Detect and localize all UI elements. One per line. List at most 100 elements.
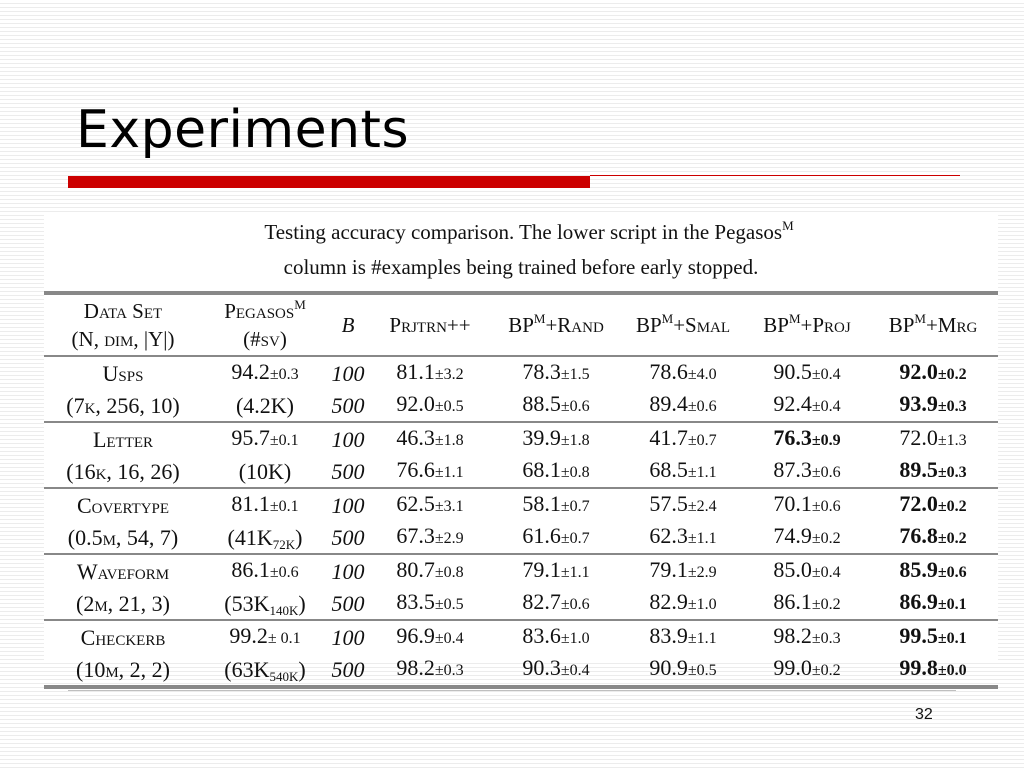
- header-bp-mrg-pre: BP: [888, 313, 915, 337]
- std-dev: ±1.0: [687, 596, 717, 613]
- value: 72.0: [899, 425, 938, 450]
- header-b: B: [341, 313, 355, 337]
- value: 89.4: [649, 391, 688, 416]
- group-covertype: Covertype 81.1±0.1 100 62.5±3.1 58.1±0.7…: [44, 488, 998, 554]
- std-dev: ±0.4: [811, 398, 841, 415]
- std-dev: ±0.2: [937, 530, 967, 547]
- bp-smal-accuracy: 79.1±2.9: [620, 554, 746, 587]
- value: 41.7: [649, 425, 688, 450]
- sv-close: ): [298, 590, 306, 616]
- sv-examples: 540K: [269, 668, 299, 684]
- value: 99.0: [773, 655, 812, 680]
- std-dev: ±0.2: [811, 662, 841, 679]
- value: 62.5: [396, 491, 435, 516]
- bp-rand-accuracy: 39.9±1.8: [492, 422, 620, 455]
- std-dev: ±0.6: [687, 398, 717, 415]
- bp-mrg-accuracy: 72.0±1.3: [868, 422, 998, 455]
- value: 86.1: [231, 557, 270, 582]
- std-dev: ±0.3: [937, 398, 967, 415]
- dataset-meta: (10m, 2, 2): [44, 653, 202, 687]
- std-dev: ±0.4: [811, 564, 841, 581]
- pegasos-accuracy: 95.7±0.1: [202, 422, 328, 455]
- std-dev: ±0.5: [687, 662, 717, 679]
- std-dev: ±0.5: [434, 596, 464, 613]
- std-dev: ±1.8: [560, 432, 590, 449]
- bp-smal-accuracy: 78.6±4.0: [620, 356, 746, 389]
- bp-smal-accuracy: 90.9±0.5: [620, 653, 746, 687]
- table-row: Waveform 86.1±0.6 100 80.7±0.8 79.1±1.1 …: [44, 554, 998, 587]
- std-dev: ±3.2: [434, 366, 464, 383]
- std-dev: ±0.6: [811, 464, 841, 481]
- std-dev: ±1.0: [560, 630, 590, 647]
- std-dev: ±1.1: [687, 630, 717, 647]
- value: 99.8: [899, 655, 938, 680]
- std-dev: ±2.9: [687, 564, 717, 581]
- bp-mrg-accuracy: 99.5±0.1: [868, 620, 998, 653]
- table-row: Covertype 81.1±0.1 100 62.5±3.1 58.1±0.7…: [44, 488, 998, 521]
- caption-superscript: M: [782, 218, 794, 233]
- header-dataset-subtitle: (N, dim, |Y|): [71, 327, 175, 351]
- bp-rand-accuracy: 78.3±1.5: [492, 356, 620, 389]
- meta-post: , 256, 10): [95, 392, 180, 418]
- value: 82.9: [649, 589, 688, 614]
- sv-count: (4.2K): [235, 392, 295, 418]
- header-bp-rand-pre: BP: [508, 313, 534, 337]
- value: 90.3: [522, 655, 561, 680]
- bp-smal-accuracy: 68.5±1.1: [620, 455, 746, 488]
- prjtrn-accuracy: 62.5±3.1: [368, 488, 492, 521]
- caption-line-1: Testing accuracy comparison. The lower s…: [44, 215, 998, 250]
- bp-mrg-accuracy: 86.9±0.1: [868, 587, 998, 620]
- value: 78.3: [522, 359, 561, 384]
- bp-smal-accuracy: 41.7±0.7: [620, 422, 746, 455]
- slide-title: Experiments: [76, 100, 410, 160]
- std-dev: ±0.5: [434, 398, 464, 415]
- std-dev: ±0.1: [937, 596, 967, 613]
- table-row: (2m, 21, 3) (53K140K) 500 83.5±0.5 82.7±…: [44, 587, 998, 620]
- footer-rule: [68, 690, 956, 691]
- value: 81.1: [396, 359, 435, 384]
- value: 99.5: [899, 623, 938, 648]
- header-dataset: Data Set (N, dim, |Y|): [44, 293, 202, 356]
- sv-close: ): [298, 656, 306, 682]
- value: 57.5: [649, 491, 688, 516]
- header-pegasos-title: PegasosM: [202, 297, 328, 325]
- prjtrn-accuracy: 46.3±1.8: [368, 422, 492, 455]
- std-dev: ±0.4: [434, 630, 464, 647]
- std-dev: ±0.3: [269, 366, 299, 383]
- value: 87.3: [773, 457, 812, 482]
- sv-examples: 72K: [272, 536, 296, 552]
- std-dev: ±0.1: [269, 432, 299, 449]
- sv-count: (10K): [238, 458, 292, 484]
- std-dev: ±1.1: [687, 530, 717, 547]
- bp-proj-accuracy: 74.9±0.2: [746, 521, 868, 554]
- pegasos-accuracy: 94.2±0.3: [202, 356, 328, 389]
- std-dev: ±2.9: [434, 530, 464, 547]
- bp-mrg-accuracy: 92.0±0.2: [868, 356, 998, 389]
- value: 74.9: [773, 523, 812, 548]
- meta-pre: (16: [66, 458, 96, 484]
- value: 76.3: [773, 425, 812, 450]
- table-row: Checkerb 99.2± 0.1 100 96.9±0.4 83.6±1.0…: [44, 620, 998, 653]
- meta-pre: (10: [76, 656, 106, 682]
- std-dev: ±0.6: [937, 564, 967, 581]
- std-dev: ±1.1: [560, 564, 590, 581]
- dataset-name: Waveform: [76, 558, 170, 584]
- prjtrn-accuracy: 96.9±0.4: [368, 620, 492, 653]
- prjtrn-accuracy: 81.1±3.2: [368, 356, 492, 389]
- bp-proj-accuracy: 90.5±0.4: [746, 356, 868, 389]
- value: 80.7: [396, 557, 435, 582]
- page-number: 32: [915, 706, 933, 723]
- header-bp-rand: BPM+Rand: [492, 293, 620, 356]
- value: 70.1: [773, 491, 812, 516]
- meta-unit: m: [94, 590, 108, 616]
- header-prjtrn: Prjtrn++: [389, 313, 471, 337]
- b-value: 500: [331, 590, 365, 616]
- std-dev: ±0.6: [560, 398, 590, 415]
- meta-unit: m: [102, 524, 116, 550]
- std-dev: ±0.6: [560, 596, 590, 613]
- std-dev: ±0.6: [269, 564, 299, 581]
- bp-smal-accuracy: 89.4±0.6: [620, 389, 746, 422]
- std-dev: ±0.1: [269, 498, 299, 515]
- bp-proj-accuracy: 87.3±0.6: [746, 455, 868, 488]
- title-underline-bar: [68, 176, 590, 188]
